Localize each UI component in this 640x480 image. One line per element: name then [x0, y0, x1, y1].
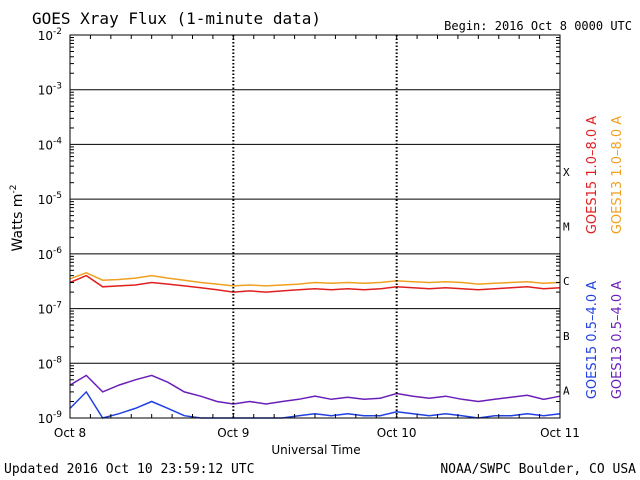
- y-tick-base: 10: [38, 84, 53, 98]
- legend-entry: GOES15 1.0–8.0 A: [585, 116, 600, 234]
- y-tick-base: 10: [38, 138, 53, 152]
- series-layer: [69, 271, 561, 419]
- y-tick-base: 10: [38, 29, 53, 43]
- series-line-3: [69, 374, 561, 405]
- y-tick-exponent: -6: [53, 246, 62, 256]
- plot-frame: [69, 34, 561, 419]
- y-tick-label: 10-6: [38, 246, 63, 262]
- y-tick-exponent: -4: [53, 136, 62, 146]
- y-tick-exponent: -3: [53, 82, 62, 92]
- grid-layer: [70, 35, 560, 418]
- y-tick-exponent: -2: [53, 27, 62, 37]
- legend-entry: GOES13 1.0–8.0 A: [610, 116, 625, 234]
- flare-class-C: C: [563, 275, 570, 288]
- legend: GOES15 1.0–8.0 A GOES13 1.0–8.0 A GOES15 0…: [585, 116, 625, 399]
- flare-class-B: B: [563, 330, 570, 343]
- x-tick-label: Oct 11: [540, 426, 580, 440]
- y-axis-label: Watts m-2: [9, 185, 26, 252]
- y-axis-label-text: Watts m: [10, 194, 26, 252]
- y-tick-label: 10-9: [38, 410, 63, 426]
- y-tick-base: 10: [38, 248, 53, 262]
- y-tick-exponent: -8: [53, 355, 62, 365]
- y-tick-base: 10: [38, 412, 53, 426]
- x-axis-label: Universal Time: [271, 443, 360, 457]
- chart-title: GOES Xray Flux (1-minute data): [32, 9, 321, 28]
- x-tick-label: Oct 10: [377, 426, 417, 440]
- series-line-0: [69, 274, 561, 293]
- legend-entry: GOES13 0.5–4.0 A: [610, 281, 625, 399]
- y-tick-label: 10-5: [38, 191, 62, 207]
- x-tick-label: Oct 9: [217, 426, 249, 440]
- y-tick-base: 10: [38, 357, 53, 371]
- legend-entry: GOES15 0.5–4.0 A: [585, 281, 600, 399]
- legend-label: GOES13 1.0–8.0 A: [610, 116, 625, 234]
- y-tick-exponent: -9: [53, 410, 62, 420]
- y-tick-exponent: -7: [53, 301, 62, 311]
- footer-credit: NOAA/SWPC Boulder, CO USA: [440, 462, 636, 477]
- y-axis-label-sup: -2: [9, 185, 19, 194]
- y-tick-exponent: -5: [53, 191, 62, 201]
- y-tick-base: 10: [38, 303, 53, 317]
- y-tick-label: 10-3: [38, 82, 62, 98]
- legend-label: GOES15 0.5–4.0 A: [585, 281, 600, 399]
- footer-updated: Updated 2016 Oct 10 23:59:12 UTC: [4, 462, 254, 477]
- y-tick-label: 10-4: [38, 136, 63, 152]
- legend-label: GOES13 0.5–4.0 A: [610, 281, 625, 399]
- flare-class-M: M: [563, 221, 570, 234]
- begin-label: Begin: 2016 Oct 8 0000 UTC: [444, 19, 632, 33]
- flare-class-A: A: [563, 385, 570, 398]
- series-line-1: [69, 271, 561, 287]
- flare-class-X: X: [563, 166, 570, 179]
- legend-label: GOES15 1.0–8.0 A: [585, 116, 600, 234]
- y-tick-label: 10-8: [38, 355, 63, 371]
- y-tick-label: 10-2: [38, 27, 62, 43]
- x-tick-label: Oct 8: [54, 426, 86, 440]
- y-tick-base: 10: [38, 193, 53, 207]
- y-tick-label: 10-7: [38, 301, 62, 317]
